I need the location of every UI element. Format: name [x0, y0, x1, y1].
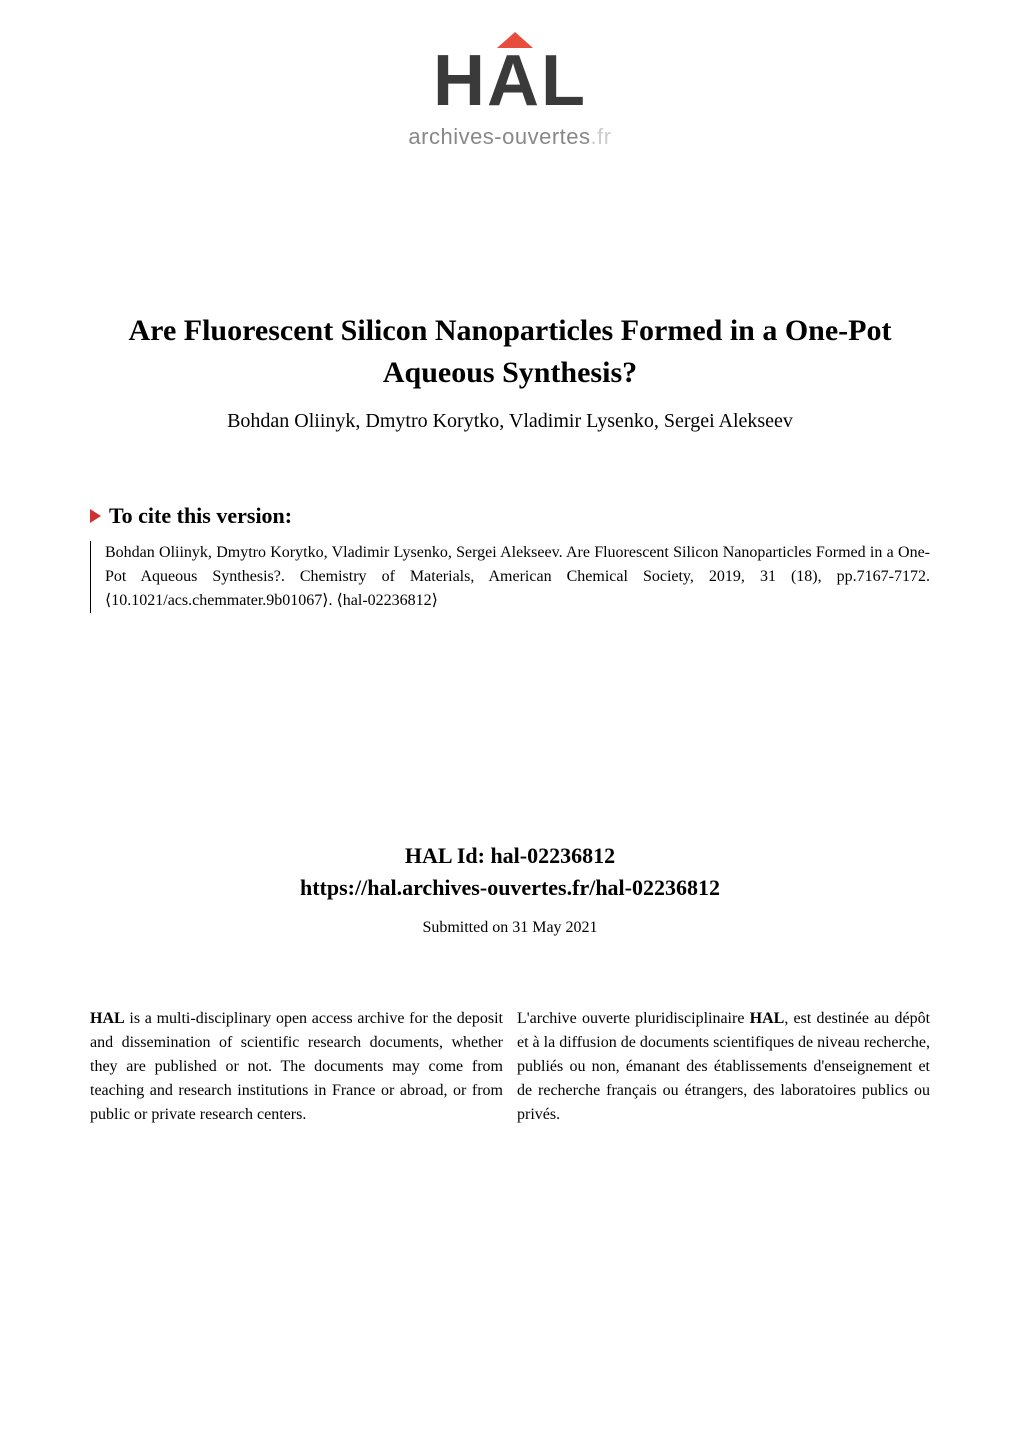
citation-text: Bohdan Oliinyk, Dmytro Korytko, Vladimir…	[90, 541, 930, 613]
hal-logo: HAL archives-ouvertes.fr	[408, 40, 611, 150]
logo-subtitle-main: archives-ouvertes	[408, 124, 590, 149]
logo-a: A	[487, 40, 541, 122]
description-english: HAL is a multi-disciplinary open access …	[90, 1007, 503, 1127]
logo-section: HAL archives-ouvertes.fr	[0, 0, 1020, 210]
desc-fr-prefix: L'archive ouverte pluridisciplinaire	[517, 1010, 750, 1027]
hal-url: https://hal.archives-ouvertes.fr/hal-022…	[0, 875, 1020, 901]
logo-letters: HAL	[408, 40, 611, 122]
cite-header: To cite this version:	[90, 503, 930, 529]
logo-l: L	[541, 41, 587, 121]
logo-subtitle: archives-ouvertes.fr	[408, 124, 611, 150]
hal-id-section: HAL Id: hal-02236812 https://hal.archive…	[0, 843, 1020, 937]
title-section: Are Fluorescent Silicon Nanoparticles Fo…	[0, 310, 1020, 433]
logo-h: H	[433, 41, 487, 121]
desc-fr-bold: HAL	[750, 1010, 785, 1027]
logo-subtitle-suffix: .fr	[591, 124, 612, 149]
cite-label: To cite this version:	[109, 503, 292, 529]
hal-id: HAL Id: hal-02236812	[0, 843, 1020, 869]
cite-section: To cite this version: Bohdan Oliinyk, Dm…	[0, 503, 1020, 613]
description-section: HAL is a multi-disciplinary open access …	[0, 1007, 1020, 1127]
paper-title: Are Fluorescent Silicon Nanoparticles Fo…	[80, 310, 940, 394]
submitted-date: Submitted on 31 May 2021	[0, 919, 1020, 937]
desc-en-rest: is a multi-disciplinary open access arch…	[90, 1010, 503, 1123]
description-french: L'archive ouverte pluridisciplinaire HAL…	[517, 1007, 930, 1127]
paper-authors: Bohdan Oliinyk, Dmytro Korytko, Vladimir…	[80, 410, 940, 433]
desc-en-bold: HAL	[90, 1010, 125, 1027]
triangle-icon	[90, 509, 101, 523]
